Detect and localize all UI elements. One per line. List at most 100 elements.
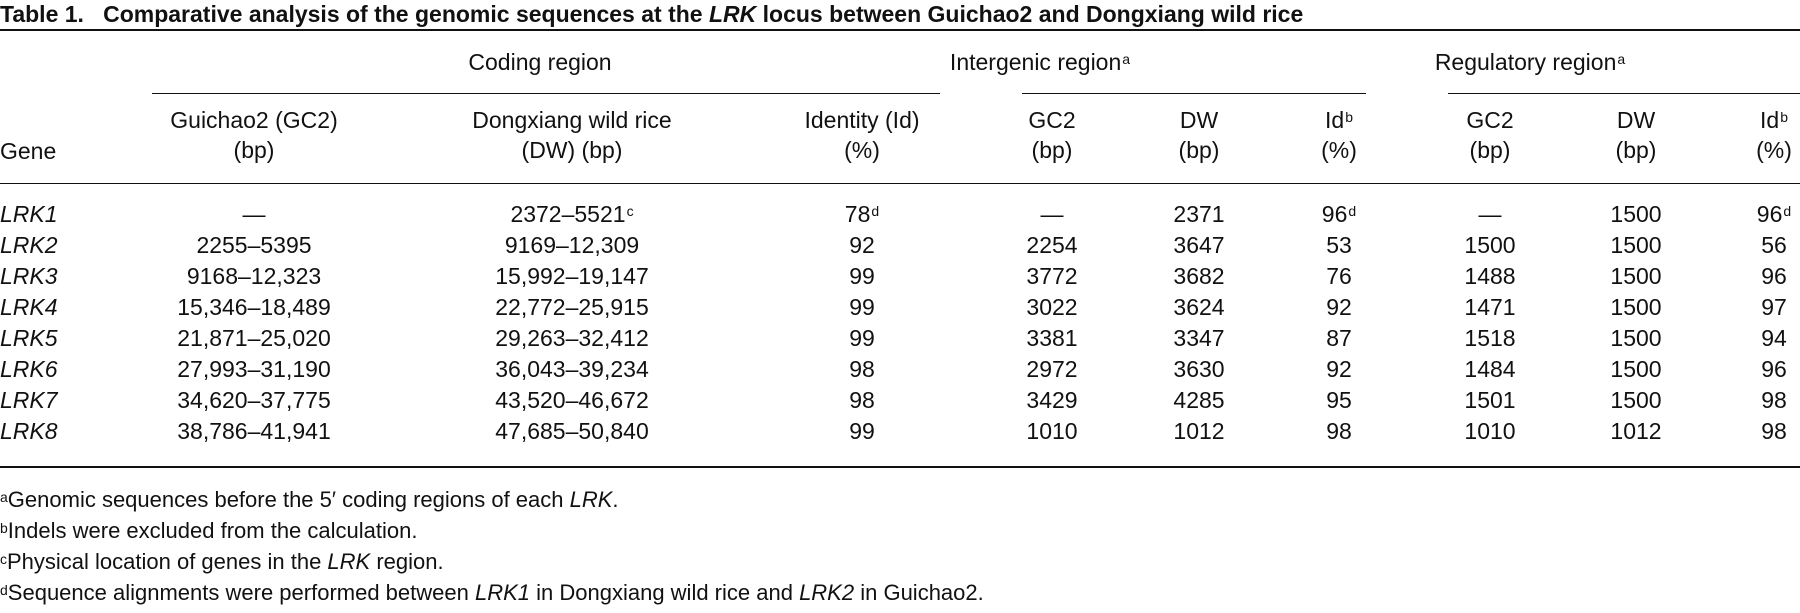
cell-rg-id-value: 96	[1761, 263, 1787, 289]
cell-identity-value: 78	[844, 201, 871, 227]
cell-identity-value: 99	[849, 263, 875, 289]
cell-dw-value: 15,992–19,147	[495, 263, 649, 289]
cell-ig-gc2-value: 3022	[1026, 294, 1078, 320]
cell-ig-dw-value: 3630	[1173, 356, 1225, 382]
cell-gene: LRK1	[0, 199, 58, 229]
cell-dw-value: 29,263–32,412	[495, 325, 649, 351]
cell-gc2: 34,620–37,775	[177, 385, 331, 415]
footnote: dSequence alignments were performed betw…	[0, 579, 984, 607]
cell-identity-value: 99	[849, 418, 875, 444]
cell-ig-gc2-value: 3381	[1026, 325, 1078, 351]
cell-rg-dw-value: 1500	[1610, 294, 1662, 320]
cell-dw-value: 22,772–25,915	[495, 294, 649, 320]
cell-dw-sup: c	[626, 203, 634, 219]
header-gene: Gene	[0, 138, 57, 164]
cell-rg-id: 98	[1761, 416, 1787, 446]
header-rg-dw: DW (bp)	[1616, 105, 1657, 165]
cell-identity-value: 99	[849, 294, 875, 320]
cell-ig-gc2: 1010	[1026, 416, 1077, 446]
cell-ig-dw: 2371	[1173, 199, 1224, 229]
cell-gc2-value: 21,871–25,020	[177, 325, 331, 351]
cell-dw: 9169–12,309	[505, 230, 639, 260]
coding-group-rule	[152, 93, 940, 94]
footnote: bIndels were excluded from the calculati…	[0, 517, 417, 545]
cell-gc2: 2255–5395	[196, 230, 311, 260]
cell-rg-gc2: 1501	[1464, 385, 1515, 415]
group-coding-region: Coding region	[468, 47, 611, 77]
cell-ig-id: 53	[1326, 230, 1352, 260]
cell-dw: 47,685–50,840	[495, 416, 649, 446]
cell-rg-gc2: 1010	[1464, 416, 1515, 446]
header-identity: Identity (Id) (%)	[804, 105, 919, 165]
cell-ig-gc2-value: —	[1040, 201, 1064, 227]
header-rg-id-sup: b	[1780, 109, 1788, 125]
footnote-mark: c	[0, 551, 7, 567]
header-rg-id: Idb (%)	[1756, 105, 1792, 165]
table-caption: Table 1. Comparative analysis of the gen…	[0, 0, 1800, 29]
cell-rg-dw-value: 1012	[1610, 418, 1662, 444]
cell-dw: 43,520–46,672	[495, 385, 649, 415]
footnote-mark: d	[0, 582, 8, 598]
header-ig-id-line2: (%)	[1321, 137, 1357, 163]
header-gc2-line1: Guichao2 (GC2)	[170, 107, 338, 133]
cell-dw-value: 36,043–39,234	[495, 356, 649, 382]
group-regulatory-label: Regulatory region	[1434, 49, 1617, 75]
cell-ig-gc2: 2254	[1026, 230, 1077, 260]
cell-gene: LRK6	[0, 354, 58, 384]
cell-rg-id-value: 97	[1761, 294, 1787, 320]
cell-gene-value: LRK8	[0, 418, 58, 444]
group-regulatory-region: Regulatory regiona	[1435, 47, 1625, 77]
header-rg-id-line2: (%)	[1756, 137, 1792, 163]
cell-rg-dw: 1500	[1610, 354, 1661, 384]
header-rg-gc2-line1: GC2	[1466, 107, 1514, 133]
footnote-text: .	[612, 487, 619, 512]
footnote-text: LRK1	[474, 580, 531, 605]
cell-dw: 22,772–25,915	[495, 292, 649, 322]
cell-gene-value: LRK6	[0, 356, 58, 382]
cell-gene: LRK7	[0, 385, 58, 415]
footnote-mark: a	[0, 489, 8, 505]
header-ig-dw-line2: (bp)	[1178, 137, 1220, 163]
footnote-text: LRK	[327, 549, 371, 574]
cell-gc2-value: 38,786–41,941	[177, 418, 331, 444]
cell-ig-gc2-value: 3429	[1026, 387, 1078, 413]
cell-ig-id: 92	[1326, 292, 1352, 322]
footnote-text: Physical location of genes in the	[7, 549, 328, 574]
cell-gc2: 9168–12,323	[187, 261, 321, 291]
cell-ig-dw: 3647	[1173, 230, 1224, 260]
footnote-text: LRK	[569, 487, 613, 512]
footnote-text: LRK2	[799, 580, 855, 605]
cell-ig-dw: 3630	[1173, 354, 1224, 384]
cell-rg-id: 97	[1761, 292, 1787, 322]
header-ig-dw-line1: DW	[1179, 107, 1219, 133]
cell-dw-value: 2372–5521	[510, 201, 626, 227]
caption-text-before: Comparative analysis of the genomic sequ…	[103, 1, 703, 27]
cell-rg-gc2-value: 1500	[1464, 232, 1516, 258]
header-rg-gc2: GC2 (bp)	[1466, 105, 1513, 165]
header-dw: Dongxiang wild rice (DW) (bp)	[472, 105, 671, 165]
header-rule	[0, 183, 1800, 184]
cell-rg-id: 96	[1761, 261, 1787, 291]
cell-rg-gc2-value: 1518	[1464, 325, 1516, 351]
group-intergenic-region: Intergenic regiona	[950, 47, 1130, 77]
header-dw-line1: Dongxiang wild rice	[472, 107, 672, 133]
cell-ig-dw-value: 3347	[1173, 325, 1225, 351]
cell-rg-dw: 1500	[1610, 199, 1661, 229]
footnote-text: in Guichao2.	[854, 580, 984, 605]
cell-gene-value: LRK5	[0, 325, 58, 351]
cell-gene: LRK3	[0, 261, 58, 291]
cell-identity-value: 98	[849, 387, 875, 413]
cell-rg-gc2: 1500	[1464, 230, 1515, 260]
header-ig-gc2-line2: (bp)	[1031, 137, 1073, 163]
cell-rg-dw: 1500	[1610, 292, 1661, 322]
cell-rg-gc2-value: 1484	[1464, 356, 1516, 382]
header-rg-id-line1: Id	[1760, 107, 1780, 133]
cell-ig-id-value: 92	[1326, 294, 1352, 320]
cell-ig-dw-value: 2371	[1173, 201, 1225, 227]
cell-ig-id: 95	[1326, 385, 1352, 415]
cell-ig-id-value: 76	[1326, 263, 1352, 289]
cell-gene: LRK4	[0, 292, 58, 322]
cell-gene: LRK5	[0, 323, 58, 353]
header-rg-gc2-line2: (bp)	[1469, 137, 1511, 163]
cell-rg-dw: 1500	[1610, 261, 1661, 291]
